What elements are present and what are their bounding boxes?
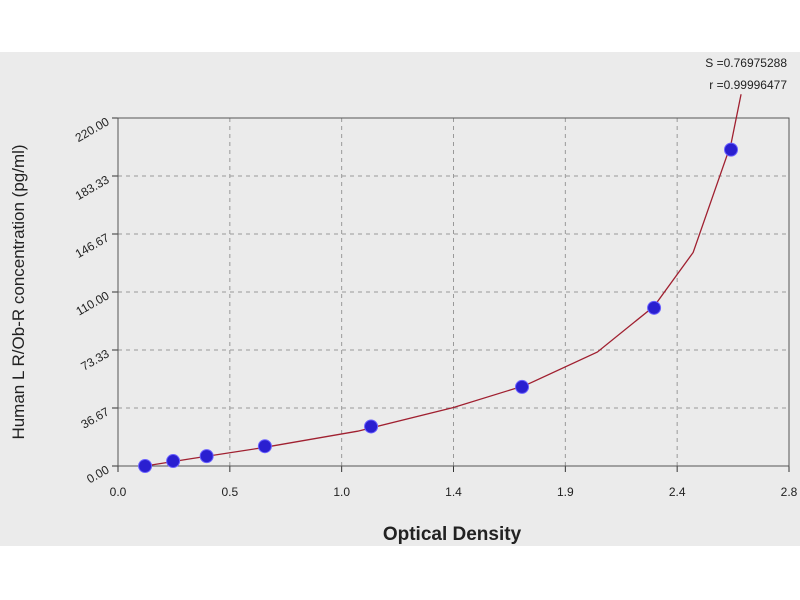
y-axis-label: Human L R/Ob-R concentration (pg/ml) <box>9 144 28 439</box>
x-tick-label: 2.8 <box>781 485 798 499</box>
plot-frame <box>117 117 790 467</box>
point <box>724 142 739 157</box>
annotation: S =0.76975288 <box>705 56 787 70</box>
point <box>647 300 662 315</box>
point <box>166 454 181 469</box>
point <box>199 449 214 464</box>
x-tick-label: 2.4 <box>669 485 686 499</box>
point <box>138 459 153 473</box>
x-tick-label: 1.9 <box>557 485 574 499</box>
panel <box>0 52 800 546</box>
x-tick-label: 1.4 <box>445 485 462 499</box>
x-tick-label: 1.0 <box>333 485 350 499</box>
point <box>515 379 530 394</box>
x-tick-label: 0.0 <box>110 485 127 499</box>
point <box>257 439 272 454</box>
annotation: r =0.99996477 <box>709 78 787 92</box>
x-axis-label: Optical Density <box>383 524 522 545</box>
point <box>364 419 379 434</box>
x-tick-label: 0.5 <box>221 485 238 499</box>
